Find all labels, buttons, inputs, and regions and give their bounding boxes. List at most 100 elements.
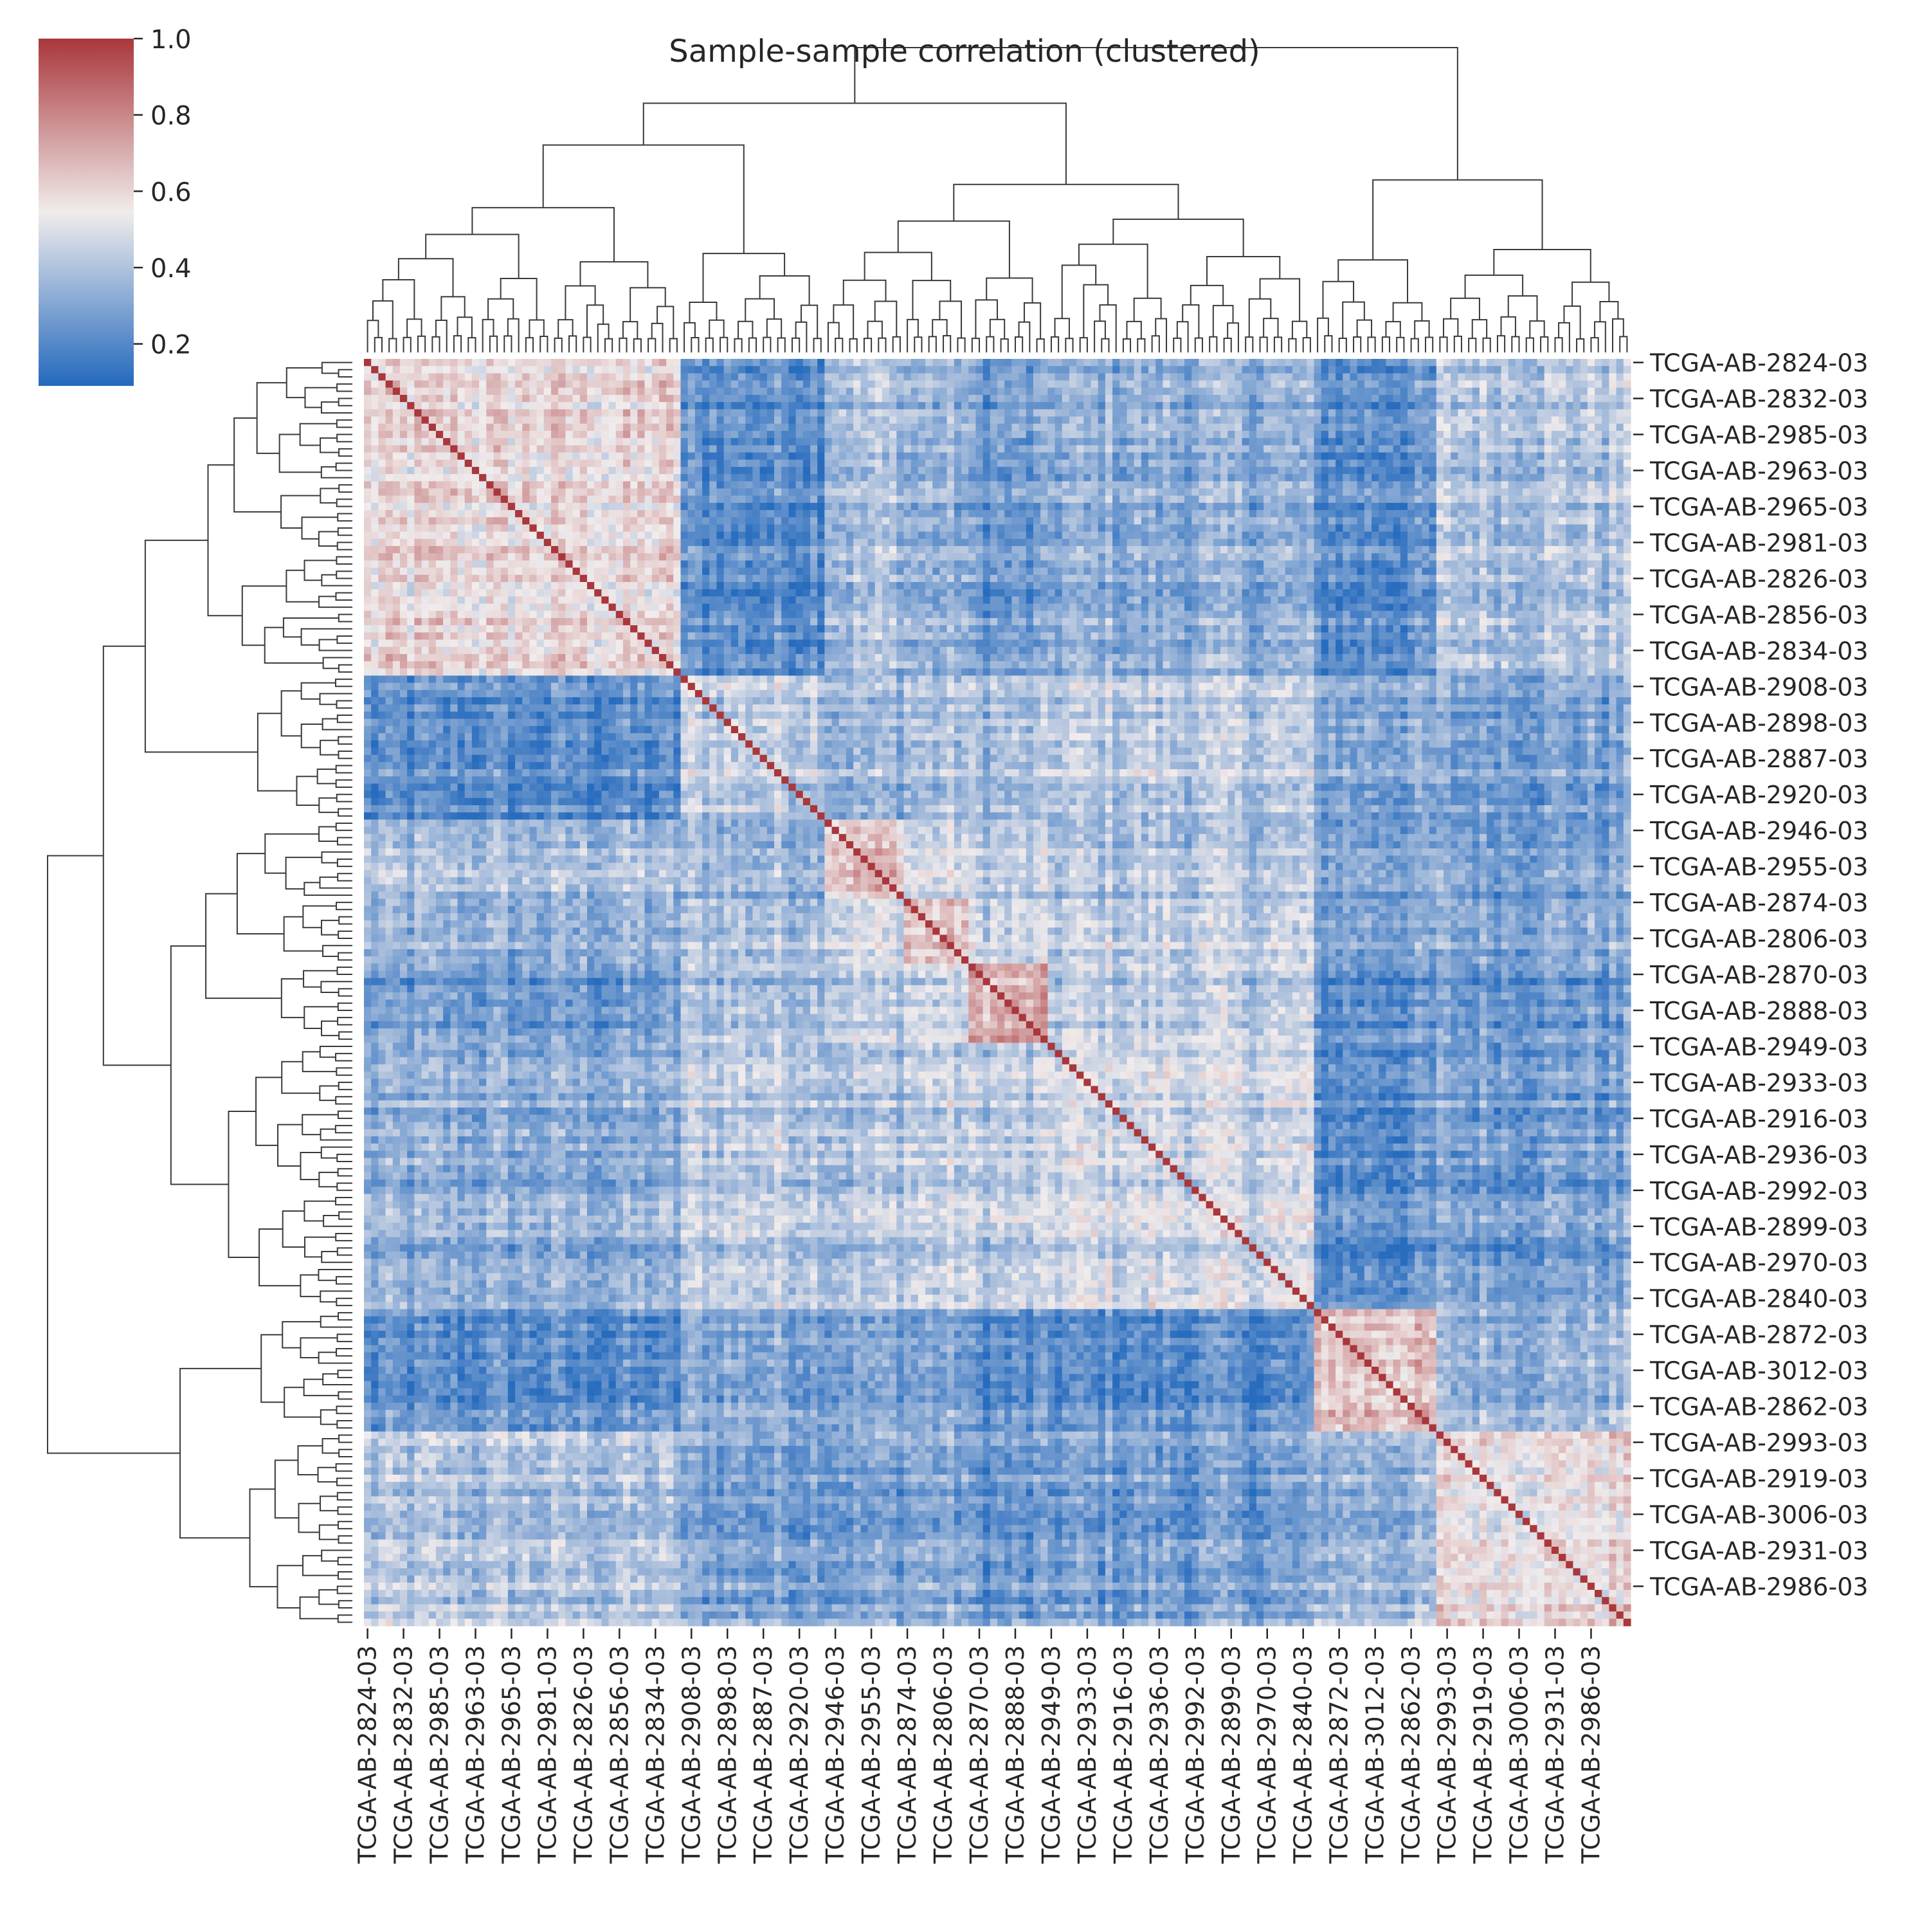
heatmap-cell <box>688 453 696 460</box>
heatmap-cell <box>465 402 473 410</box>
heatmap-cell <box>1602 503 1609 511</box>
heatmap-cell <box>810 546 818 554</box>
heatmap-cell <box>896 409 904 417</box>
heatmap-cell <box>1480 539 1487 547</box>
heatmap-cell <box>1523 488 1530 496</box>
heatmap-cell <box>443 524 451 532</box>
heatmap-cell <box>932 395 940 403</box>
heatmap-cell <box>1552 409 1559 417</box>
heatmap-cell <box>803 496 811 504</box>
heatmap-cell <box>1624 381 1631 388</box>
heatmap-cell <box>803 395 811 403</box>
heatmap-cell <box>1422 524 1429 532</box>
heatmap-cell <box>925 510 933 518</box>
heatmap-cell <box>573 366 581 374</box>
heatmap-cell <box>1357 445 1365 453</box>
heatmap-cell <box>774 496 782 504</box>
heatmap-cell <box>1062 424 1070 432</box>
heatmap-cell <box>731 474 739 482</box>
heatmap-cell <box>1091 395 1099 403</box>
heatmap-cell <box>1415 553 1422 561</box>
heatmap-cell <box>824 395 832 403</box>
heatmap-cell <box>1055 553 1063 561</box>
heatmap-cell <box>429 359 437 367</box>
heatmap-cell <box>1451 381 1458 388</box>
heatmap-cell <box>774 373 782 381</box>
heatmap-cell <box>1300 532 1307 540</box>
heatmap-cell <box>947 474 955 482</box>
heatmap-cell <box>1343 532 1350 540</box>
heatmap-cell <box>1263 488 1271 496</box>
heatmap-cell <box>1127 359 1134 367</box>
heatmap-cell <box>695 481 703 489</box>
heatmap-cell <box>954 467 962 475</box>
heatmap-cell <box>1314 417 1322 424</box>
heatmap-cell <box>537 409 545 417</box>
heatmap-cell <box>1249 453 1257 460</box>
heatmap-cell <box>515 402 523 410</box>
heatmap-cell <box>1040 359 1048 367</box>
heatmap-cell <box>422 474 430 482</box>
heatmap-cell <box>1552 359 1559 367</box>
heatmap-cell <box>1004 532 1012 540</box>
heatmap-cell <box>364 359 372 367</box>
heatmap-cell <box>968 553 976 561</box>
heatmap-cell <box>997 373 1005 381</box>
heatmap-cell <box>1184 539 1192 547</box>
heatmap-cell <box>1501 488 1509 496</box>
heatmap-cell <box>716 524 724 532</box>
heatmap-cell <box>1458 424 1465 432</box>
heatmap-cell <box>767 359 775 367</box>
heatmap-cell <box>400 373 408 381</box>
heatmap-cell <box>371 496 379 504</box>
heatmap-cell <box>1480 524 1487 532</box>
heatmap-cell <box>724 373 732 381</box>
heatmap-cell <box>961 417 969 424</box>
heatmap-cell <box>681 366 689 374</box>
heatmap-cell <box>1336 409 1343 417</box>
heatmap-cell <box>745 503 753 511</box>
heatmap-cell <box>860 445 868 453</box>
heatmap-cell <box>407 496 415 504</box>
heatmap-cell <box>1617 546 1624 554</box>
heatmap-cell <box>1393 402 1401 410</box>
heatmap-cell <box>1263 359 1271 367</box>
heatmap-cell <box>1112 381 1120 388</box>
heatmap-cell <box>1307 395 1314 403</box>
heatmap-cell <box>486 409 494 417</box>
heatmap-cell <box>918 474 926 482</box>
heatmap-cell <box>1364 438 1372 446</box>
heatmap-cell <box>803 488 811 496</box>
heatmap-cell <box>673 503 681 511</box>
heatmap-cell <box>810 445 818 453</box>
heatmap-cell <box>637 409 645 417</box>
heatmap-cell <box>990 409 998 417</box>
heatmap-cell <box>925 395 933 403</box>
heatmap-cell <box>1263 553 1271 561</box>
heatmap-cell <box>565 402 573 410</box>
heatmap-cell <box>386 532 394 540</box>
heatmap-cell <box>796 388 804 396</box>
heatmap-cell <box>1321 366 1329 374</box>
heatmap-cell <box>645 366 653 374</box>
heatmap-cell <box>1019 453 1027 460</box>
heatmap-cell <box>637 424 645 432</box>
heatmap-cell <box>364 503 372 511</box>
heatmap-cell <box>688 402 696 410</box>
heatmap-cell <box>1617 517 1624 525</box>
heatmap-cell <box>493 546 501 554</box>
heatmap-cell <box>709 460 717 468</box>
heatmap-cell <box>1494 431 1501 439</box>
heatmap-cell <box>1249 417 1257 424</box>
heatmap-cell <box>1393 417 1401 424</box>
heatmap-cell <box>1458 510 1465 518</box>
heatmap-cell <box>1559 409 1566 417</box>
heatmap-cell <box>587 402 595 410</box>
heatmap-cell <box>1523 381 1530 388</box>
heatmap-cell <box>1047 467 1055 475</box>
heatmap-cell <box>472 388 480 396</box>
heatmap-cell <box>422 524 430 532</box>
heatmap-cell <box>1386 395 1393 403</box>
heatmap-cell <box>515 381 523 388</box>
heatmap-cell <box>1242 496 1250 504</box>
